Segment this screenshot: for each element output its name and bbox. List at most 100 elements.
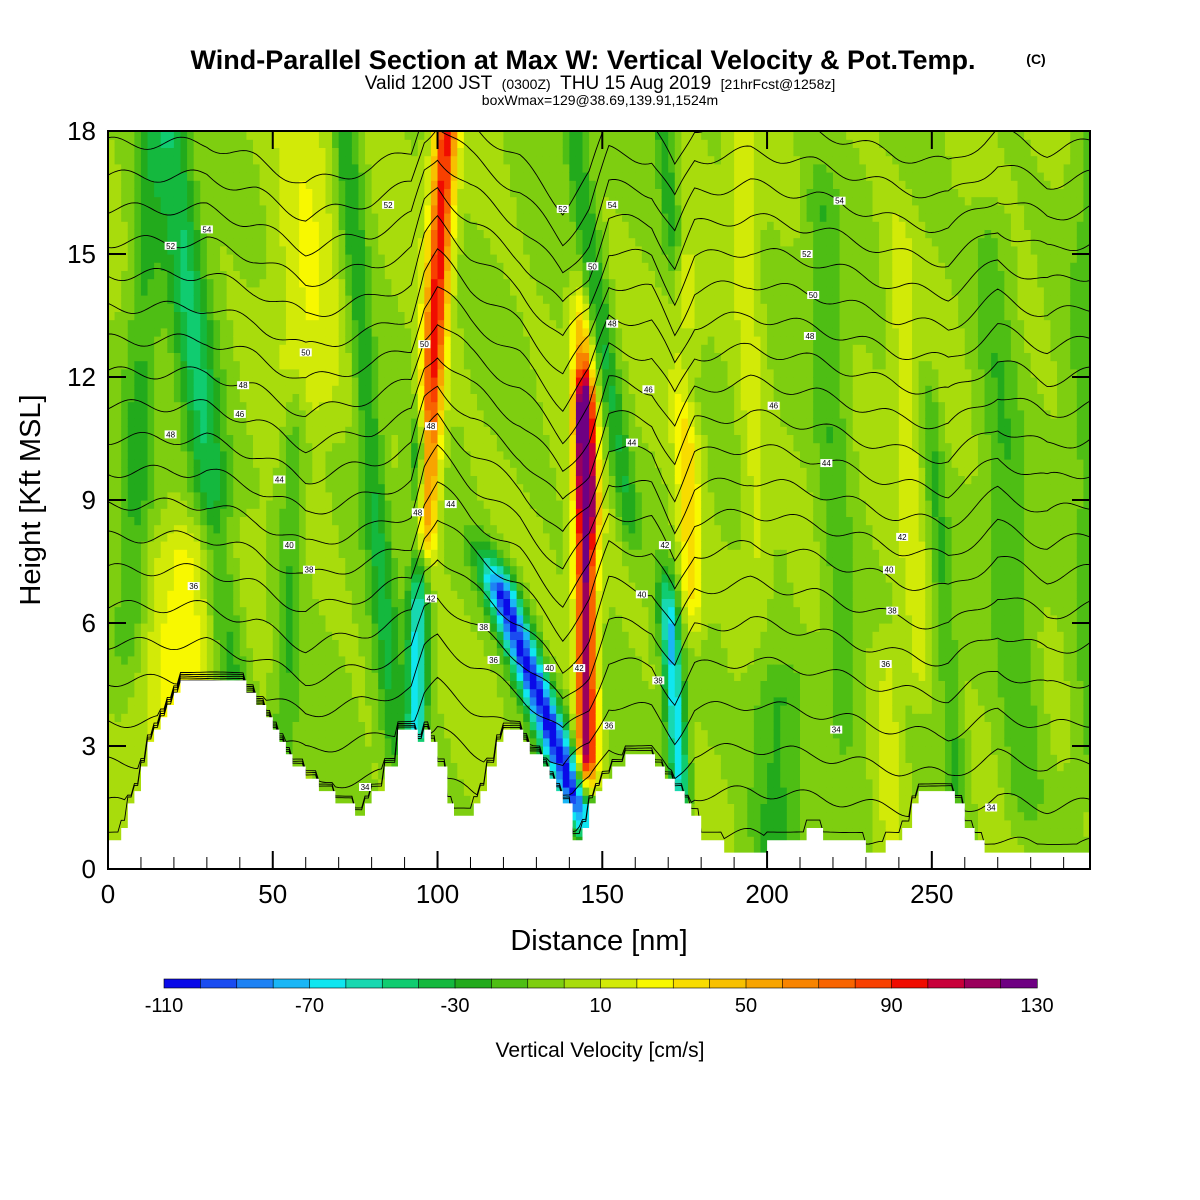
field-cell (259, 303, 267, 312)
field-cell (332, 483, 340, 493)
field-cell (206, 319, 215, 329)
field-cell (246, 590, 254, 599)
field-cell (345, 319, 353, 329)
field-cell (457, 491, 465, 501)
field-cell (444, 631, 452, 640)
field-cell (279, 352, 287, 362)
field-cell (266, 368, 274, 378)
field-cell (233, 573, 241, 583)
field-cell (365, 139, 373, 148)
field-cell (463, 327, 472, 337)
field-cell (424, 385, 432, 394)
field-cell (325, 262, 333, 271)
field-cell (444, 196, 452, 206)
field-cell (404, 360, 412, 370)
field-cell (173, 303, 182, 312)
field-cell (338, 204, 346, 214)
field-cell (167, 229, 175, 239)
field-cell (457, 459, 465, 468)
field-cell (305, 336, 313, 345)
field-cell (404, 549, 412, 558)
field-cell (351, 336, 360, 345)
field-cell (200, 655, 208, 665)
field-cell (358, 442, 366, 452)
field-cell (173, 368, 182, 378)
field-cell (226, 327, 234, 337)
field-cell (239, 385, 247, 394)
field-cell (450, 508, 458, 517)
field-cell (147, 270, 155, 280)
field-cell (430, 532, 439, 542)
field-cell (332, 647, 340, 657)
field-cell (279, 721, 287, 731)
field-cell (345, 377, 353, 386)
field-cell (450, 442, 458, 452)
field-cell (147, 360, 155, 370)
field-cell (325, 360, 333, 370)
field-cell (424, 131, 432, 140)
field-cell (233, 196, 241, 206)
field-cell (411, 327, 419, 337)
field-cell (365, 524, 373, 534)
field-cell (279, 196, 287, 206)
field-cell (279, 655, 287, 665)
field-cell (173, 541, 182, 550)
field-cell (279, 639, 287, 649)
field-cell (404, 204, 412, 214)
field-cell (259, 377, 267, 386)
field-cell (397, 500, 406, 509)
field-cell (193, 549, 201, 558)
field-cell (266, 139, 274, 148)
field-cell (450, 221, 458, 230)
field-cell (180, 483, 188, 493)
field-cell (193, 442, 201, 452)
field-cell (233, 180, 241, 189)
field-cell (246, 557, 254, 567)
field-cell (193, 647, 201, 657)
field-cell (154, 491, 162, 501)
field-cell (332, 360, 340, 370)
field-cell (332, 778, 340, 788)
field-cell (259, 139, 267, 148)
field-cell (444, 573, 452, 583)
field-cell (318, 237, 327, 247)
field-cell (233, 204, 241, 214)
field-cell (437, 664, 445, 673)
field-cell (384, 327, 392, 337)
field-cell (200, 245, 208, 255)
field-cell (140, 368, 149, 378)
field-cell (305, 655, 313, 665)
field-cell (147, 639, 155, 649)
field-cell (266, 131, 274, 140)
field-cell (299, 491, 307, 501)
field-cell (266, 344, 274, 353)
field-cell (127, 778, 135, 788)
field-cell (351, 680, 360, 690)
field-cell (246, 327, 254, 337)
field-cell (371, 352, 379, 362)
field-cell (404, 196, 412, 206)
field-cell (470, 696, 478, 706)
field-cell (200, 254, 208, 263)
field-cell (450, 270, 458, 280)
field-cell (384, 270, 392, 280)
field-cell (457, 549, 465, 558)
field-cell (338, 229, 346, 239)
field-cell (430, 311, 439, 321)
field-cell (299, 557, 307, 567)
field-cell (285, 524, 294, 534)
field-cell (239, 270, 247, 280)
field-cell (134, 557, 142, 567)
field-cell (325, 483, 333, 493)
field-cell (200, 131, 208, 140)
field-cell (200, 393, 208, 403)
field-cell (114, 778, 122, 788)
field-cell (252, 664, 261, 673)
field-cell (259, 254, 267, 263)
field-cell (351, 541, 360, 550)
field-cell (378, 614, 386, 624)
field-cell (114, 614, 122, 624)
field-cell (417, 352, 425, 362)
field-cell (285, 344, 294, 353)
field-cell (252, 377, 261, 386)
